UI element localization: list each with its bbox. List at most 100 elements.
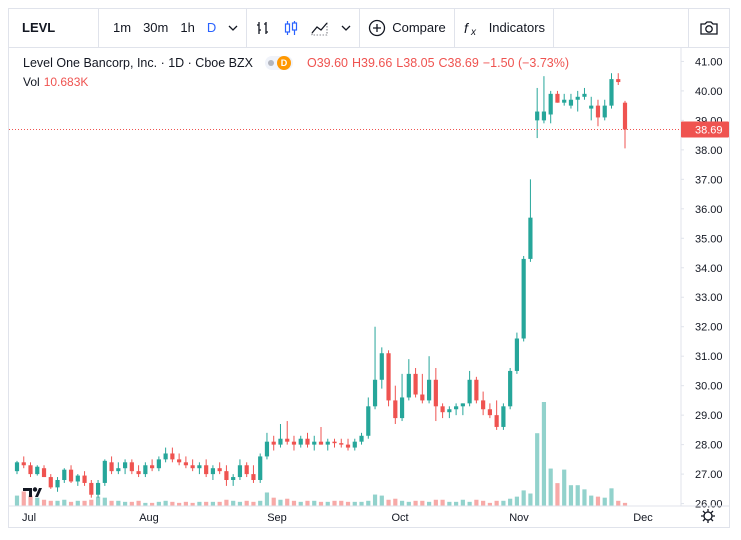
candle-body [440, 406, 445, 413]
candle [197, 462, 202, 475]
candle-body [204, 465, 209, 475]
volume-bar [568, 485, 574, 506]
candle-body [460, 403, 465, 407]
volume-bar [258, 500, 263, 506]
time-tick-label: Aug [139, 512, 159, 524]
volume-bar [622, 502, 628, 506]
time-tick-label: Nov [509, 512, 529, 524]
volume-bar [589, 495, 594, 506]
candle-body [89, 482, 94, 495]
volume-bar [170, 501, 175, 506]
interval-dropdown-chevron-icon[interactable] [222, 9, 244, 47]
price-tick-label: 27.00 [695, 469, 723, 481]
candle [460, 403, 465, 416]
price-tick-label: 35.00 [695, 233, 723, 245]
market-status-badge[interactable]: D [264, 56, 293, 70]
candle-body [224, 471, 229, 480]
volume-bar [271, 497, 276, 506]
gear-icon[interactable] [701, 509, 715, 523]
interval-30m-button[interactable]: 30m [143, 20, 169, 35]
candle-body [102, 460, 107, 483]
candle-body [514, 338, 520, 371]
price-tick-label: 41.00 [695, 56, 723, 68]
compare-button[interactable]: Compare [362, 9, 451, 47]
area-style-icon[interactable] [305, 9, 335, 47]
candle [264, 432, 270, 460]
price-chart[interactable]: 41.0040.0039.0038.0037.0036.0035.0034.00… [9, 48, 729, 528]
price-axis[interactable]: 41.0040.0039.0038.0037.0036.0035.0034.00… [680, 48, 729, 511]
volume-bar [575, 485, 580, 506]
candle-body [41, 468, 47, 478]
candle [82, 471, 87, 486]
interval-d-button[interactable]: D [206, 20, 217, 35]
chart-style-chevron-icon[interactable] [335, 9, 357, 47]
candle-body [210, 468, 216, 475]
candle-body [332, 441, 337, 444]
candle [251, 465, 256, 483]
interval-1h-button[interactable]: 1h [180, 20, 195, 35]
interval-1m-button[interactable]: 1m [113, 20, 132, 35]
price-tick-label: 37.00 [695, 174, 723, 186]
volume-bar [386, 499, 391, 506]
time-axis[interactable]: Jul Aug Sep Oct Nov Dec [9, 505, 729, 524]
toolbar-divider [453, 9, 455, 47]
volume-bar [454, 501, 459, 506]
volume-bar [68, 501, 74, 506]
indicators-label: Indicators [488, 20, 546, 35]
time-tick-label: Dec [633, 512, 653, 524]
price-tick-label: 29.00 [695, 410, 723, 422]
candle-body [129, 462, 134, 472]
bar-style-icon[interactable] [249, 9, 277, 47]
candle-body [616, 79, 621, 83]
candle [467, 370, 472, 407]
last-price-label-bg [681, 121, 729, 138]
candle [426, 356, 432, 404]
volume-label[interactable]: Vol [23, 75, 40, 89]
tradingview-logo-icon[interactable] [23, 487, 42, 497]
candle [312, 435, 317, 451]
candle-body [251, 474, 256, 480]
candle-body [244, 465, 249, 475]
candle [109, 456, 114, 475]
candle [177, 453, 182, 466]
snapshot-camera-icon[interactable] [688, 9, 729, 47]
candle-body [379, 353, 384, 380]
symbol-title[interactable]: Level One Bancorp, Inc. · 1D · Cboe BZX [23, 56, 253, 70]
candle-body [258, 456, 263, 480]
volume-bar [291, 500, 297, 506]
volume-bar [541, 402, 547, 506]
candle [413, 367, 418, 398]
candle-body [426, 379, 432, 401]
candles-style-icon[interactable] [277, 9, 305, 47]
volume-bar [82, 500, 87, 506]
volume-bar [501, 500, 506, 506]
volume-bar [150, 502, 155, 506]
volume-bar [345, 501, 351, 506]
candle [474, 376, 479, 404]
plus-circle-icon [369, 19, 386, 37]
candle-body [231, 477, 236, 480]
candle-body [109, 462, 114, 472]
candle [95, 479, 101, 498]
candle-body [122, 462, 128, 469]
candle-body [143, 465, 148, 475]
price-tick-label: 38.00 [695, 145, 723, 157]
volume-bar [602, 497, 607, 506]
volume-bar [231, 500, 236, 506]
candle-body [528, 217, 533, 259]
last-price-label: 38.69 [695, 125, 723, 137]
candle-body [413, 373, 418, 395]
symbol-search-button[interactable]: LEVL [9, 9, 99, 47]
volume-bar [562, 469, 567, 506]
candle [568, 93, 574, 109]
volume-bar [440, 499, 445, 506]
candle [386, 350, 391, 407]
candle-body [21, 462, 26, 466]
time-tick-label: Oct [391, 512, 408, 524]
volume-bar [481, 500, 486, 506]
candle-body [474, 379, 479, 401]
candle [622, 100, 628, 149]
volume-bar [548, 468, 553, 506]
volume-bar [89, 499, 94, 506]
